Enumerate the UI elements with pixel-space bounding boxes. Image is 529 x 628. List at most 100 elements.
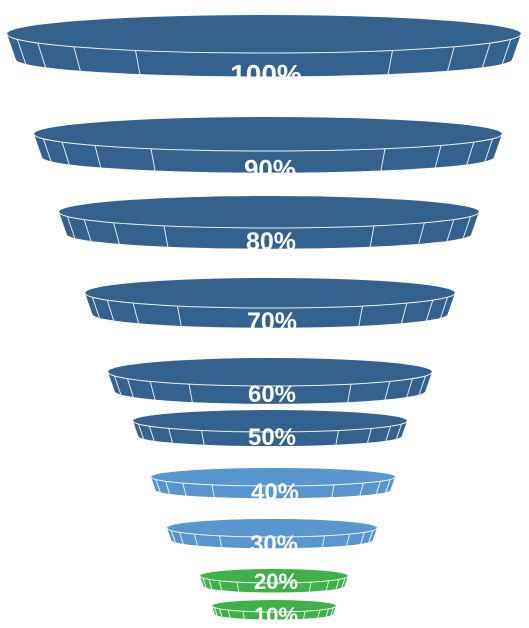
rim-panel-line bbox=[218, 608, 223, 617]
rim-panel-line bbox=[368, 530, 374, 543]
rim-panel-line bbox=[384, 381, 391, 400]
funnel-level-100-pct: 100% bbox=[6, 15, 522, 90]
funnel-level-top bbox=[151, 468, 395, 486]
rim-panel-line bbox=[42, 138, 52, 162]
funnel-level-edge bbox=[58, 211, 480, 229]
funnel-level-50-pct: 50% bbox=[132, 410, 408, 451]
funnel-level-top bbox=[85, 278, 455, 308]
funnel-level-top bbox=[7, 15, 521, 53]
rim-panel-line bbox=[367, 428, 372, 443]
rim-panel-line bbox=[106, 299, 115, 321]
rim-panel-line bbox=[201, 430, 205, 445]
rim-panel-line bbox=[360, 532, 365, 545]
rim-panel-line bbox=[165, 481, 171, 495]
rim-panel-line bbox=[330, 607, 334, 616]
rim-panel-line bbox=[138, 423, 144, 439]
rim-panel-line bbox=[331, 484, 335, 498]
funnel-level-rim bbox=[200, 576, 348, 593]
rim-panel-line bbox=[466, 141, 475, 165]
rim-panel-line bbox=[369, 225, 375, 247]
rim-panel-line bbox=[481, 42, 491, 68]
rim-panel-line bbox=[317, 609, 321, 618]
rim-panel-line bbox=[214, 607, 218, 616]
funnel-level-edge bbox=[132, 420, 408, 433]
funnel-level-label: 70% bbox=[247, 308, 297, 336]
rim-panel-line bbox=[148, 426, 155, 441]
funnel-level-rim bbox=[212, 606, 336, 620]
rim-panel-line bbox=[375, 481, 381, 495]
rim-panel-line bbox=[321, 535, 325, 548]
funnel-level-70-pct: 70% bbox=[84, 278, 456, 336]
funnel-level-top bbox=[59, 196, 479, 228]
rim-panel-line bbox=[484, 138, 494, 162]
funnel-level-edge bbox=[84, 292, 456, 309]
rim-panel-line bbox=[182, 482, 187, 496]
funnel-level-30-pct: 30% bbox=[166, 519, 378, 558]
rim-panel-line bbox=[208, 579, 213, 590]
rim-panel-line bbox=[447, 46, 455, 71]
rim-panel-line bbox=[170, 530, 176, 543]
rim-panel-line bbox=[94, 145, 102, 168]
funnel-level-edge bbox=[166, 527, 378, 538]
funnel-level-rim bbox=[7, 34, 521, 77]
rim-panel-line bbox=[418, 222, 425, 245]
rim-panel-line bbox=[150, 148, 156, 171]
rim-panel-line bbox=[66, 216, 76, 239]
rim-panel-line bbox=[218, 580, 223, 591]
rim-panel-line bbox=[359, 482, 364, 496]
rim-panel-line bbox=[37, 42, 47, 68]
rim-panel-line bbox=[347, 384, 352, 403]
funnel-level-20-pct: 20% bbox=[199, 569, 349, 594]
funnel-level-rim bbox=[133, 421, 407, 447]
rim-panel-line bbox=[188, 384, 193, 403]
funnel-level-label: 20% bbox=[254, 569, 298, 594]
rim-panel-line bbox=[434, 145, 442, 168]
rim-panel-line bbox=[335, 430, 339, 445]
rim-panel-line bbox=[425, 299, 434, 321]
rim-panel-line bbox=[168, 428, 173, 443]
rim-panel-line bbox=[303, 611, 306, 619]
funnel-level-top bbox=[133, 410, 407, 432]
funnel-level-edge bbox=[199, 575, 349, 584]
rim-panel-line bbox=[236, 581, 240, 592]
rim-panel-line bbox=[91, 297, 100, 319]
rim-panel-line bbox=[179, 532, 184, 545]
rim-panel-line bbox=[227, 609, 231, 618]
rim-panel-line bbox=[335, 579, 340, 590]
funnel-level-edge bbox=[107, 371, 433, 387]
funnel-level-label: 80% bbox=[246, 228, 296, 256]
rim-panel-line bbox=[380, 148, 386, 171]
funnel-level-top bbox=[167, 519, 377, 537]
rim-panel-line bbox=[308, 581, 312, 592]
rim-panel-line bbox=[462, 216, 472, 239]
rim-panel-line bbox=[358, 305, 363, 327]
rim-panel-line bbox=[149, 381, 156, 400]
funnel-level-label: 10% bbox=[254, 603, 298, 628]
funnel-level-top bbox=[212, 600, 336, 612]
funnel-level-top bbox=[34, 117, 502, 151]
funnel-level-label: 30% bbox=[250, 531, 298, 558]
rim-panel-line bbox=[385, 479, 391, 493]
funnel-level-top bbox=[108, 358, 432, 386]
funnel-level-rim bbox=[151, 477, 395, 499]
rim-panel-line bbox=[61, 141, 70, 165]
rim-panel-line bbox=[83, 219, 92, 242]
rim-panel-line bbox=[73, 46, 81, 71]
rim-panel-line bbox=[211, 484, 215, 498]
funnel-level-top bbox=[200, 569, 348, 583]
funnel-level-edge bbox=[211, 605, 337, 613]
funnel-level-80-pct: 80% bbox=[58, 196, 480, 256]
funnel-level-60-pct: 60% bbox=[107, 358, 433, 408]
rim-panel-line bbox=[177, 305, 182, 327]
funnel-level-10-pct: 10% bbox=[211, 600, 337, 628]
rim-panel-line bbox=[135, 50, 141, 75]
rim-panel-line bbox=[325, 580, 330, 591]
funnel-level-label: 50% bbox=[248, 424, 296, 451]
funnel-level-label: 90% bbox=[244, 154, 296, 184]
funnel-level-rim bbox=[108, 372, 432, 404]
rim-panel-line bbox=[163, 225, 169, 247]
rim-panel-line bbox=[193, 533, 198, 546]
rim-panel-line bbox=[202, 577, 207, 588]
rim-panel-line bbox=[325, 608, 330, 617]
